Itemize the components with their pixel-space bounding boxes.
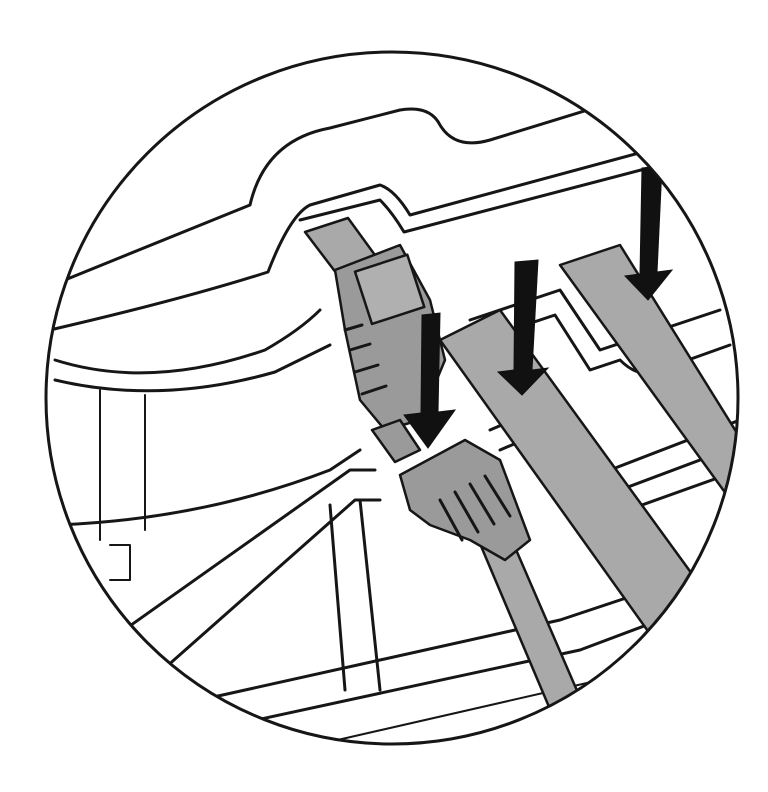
housing-lower-edge bbox=[53, 448, 362, 527]
connector-upper bbox=[333, 243, 447, 432]
arrow-2 bbox=[496, 259, 550, 396]
arrow-1-shape bbox=[403, 312, 457, 449]
base-line-1 bbox=[108, 468, 377, 642]
arrow-3 bbox=[623, 165, 674, 301]
arrow-2-shape bbox=[496, 259, 550, 396]
housing-curve-left-2 bbox=[53, 343, 332, 393]
cable-2 bbox=[438, 308, 738, 692]
connector-lower-ridges bbox=[438, 474, 512, 542]
housing-slot-edge bbox=[298, 163, 662, 234]
arrows bbox=[403, 165, 674, 449]
base-line-7 bbox=[249, 679, 601, 744]
connector-lower-body bbox=[398, 438, 532, 562]
magnifier-circle-frame bbox=[44, 50, 740, 746]
base-line-3 bbox=[328, 503, 347, 692]
base-line-2 bbox=[138, 498, 382, 692]
housing-foot bbox=[109, 544, 131, 581]
connector-lower bbox=[370, 418, 532, 562]
connector-joint bbox=[370, 418, 422, 464]
housing-curve-left bbox=[53, 308, 322, 375]
connector-upper-tab bbox=[353, 253, 426, 326]
arrow-1 bbox=[403, 312, 457, 449]
connector-upper-ridges bbox=[343, 323, 388, 396]
arrow-3-shape bbox=[623, 165, 674, 301]
base-line-4 bbox=[358, 498, 382, 692]
cable-3 bbox=[558, 243, 738, 522]
